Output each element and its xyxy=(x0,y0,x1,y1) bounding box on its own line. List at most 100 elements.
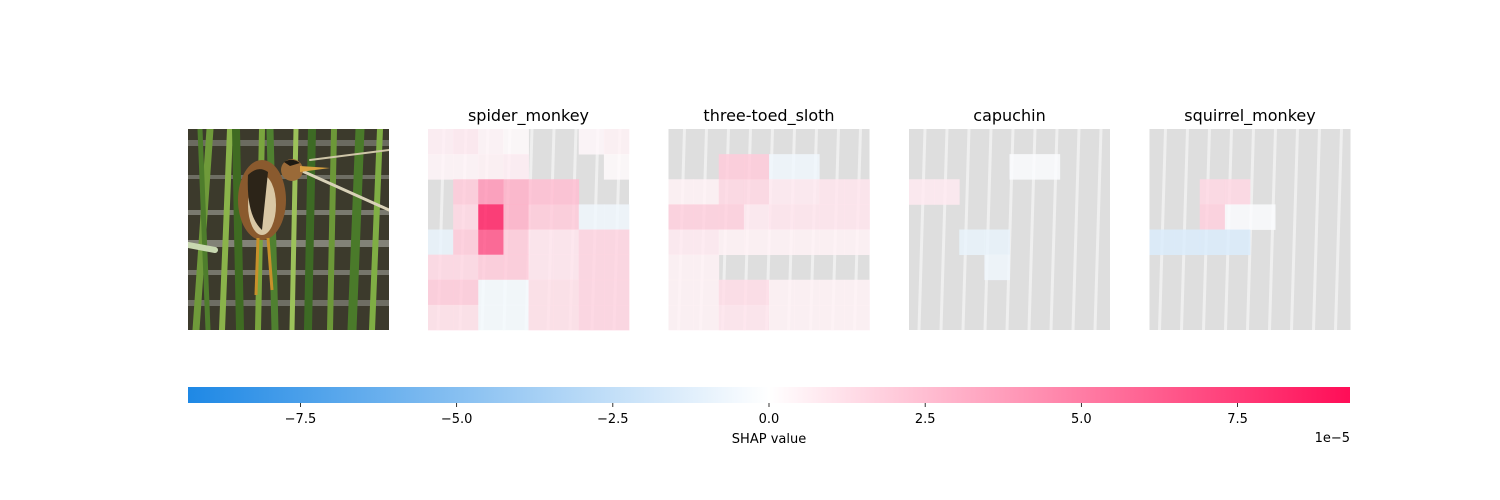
heatmap-cell xyxy=(428,279,454,306)
heatmap-cell xyxy=(718,229,745,256)
heatmap-cell xyxy=(503,179,529,205)
heatmap-cell xyxy=(1009,154,1036,180)
original-image xyxy=(188,129,389,330)
heatmap-cell xyxy=(743,229,770,256)
heatmap-cell xyxy=(844,304,870,331)
heatmap-cell xyxy=(603,254,630,281)
heatmap-cell xyxy=(553,304,580,331)
heatmap-cell xyxy=(718,154,745,180)
heatmap-cell xyxy=(603,229,630,256)
heatmap-cell xyxy=(1199,179,1226,205)
heatmap-cell xyxy=(1224,229,1251,256)
heatmap-cell xyxy=(478,204,504,230)
colorbar-tick-label: 2.5 xyxy=(915,412,936,427)
heatmap-cell xyxy=(668,254,695,281)
heatmap-cell xyxy=(819,229,845,256)
heatmap-cell xyxy=(528,179,555,205)
colorbar-gradient xyxy=(188,387,1350,403)
colorbar-tick-label: −7.5 xyxy=(285,412,317,427)
heatmap-cell xyxy=(769,154,795,180)
heatmap-cell xyxy=(453,254,479,281)
heatmap-cell xyxy=(718,204,745,230)
heatmap-cell xyxy=(693,279,720,306)
heatmap-cell xyxy=(453,304,479,331)
heatmap-cell xyxy=(528,279,555,306)
heatmap-cell xyxy=(603,279,630,306)
heatmap-cell xyxy=(668,229,695,256)
heatmap-cell xyxy=(453,279,479,306)
heatmap-cell xyxy=(453,129,479,155)
heatmap-cell xyxy=(693,179,720,205)
heatmap-cell xyxy=(718,279,745,306)
panel-squirrel_monkey: squirrel_monkey xyxy=(1149,106,1351,331)
heatmap-cell xyxy=(503,204,529,230)
heatmap-cell xyxy=(844,179,870,205)
colorbar-tick-label: 5.0 xyxy=(1071,412,1092,427)
heatmap-cell xyxy=(503,254,529,281)
reed-texture-line xyxy=(1093,128,1103,331)
heatmap-cell xyxy=(693,204,720,230)
heatmap-cell xyxy=(478,179,504,205)
colorbar-tick-label: 7.5 xyxy=(1227,412,1248,427)
colorbar-tick-label: −5.0 xyxy=(441,412,473,427)
heatmap-cell xyxy=(528,204,555,230)
heatmap-cell xyxy=(693,229,720,256)
heatmap-cell xyxy=(603,154,630,180)
heatmap-cell xyxy=(603,304,630,331)
heatmap-cell xyxy=(794,229,820,256)
colorbar-label: SHAP value xyxy=(732,432,806,447)
heatmap-cell xyxy=(984,229,1010,256)
heatmap-cell xyxy=(769,304,795,331)
heatmap-cell xyxy=(528,229,555,256)
heatmap-cell xyxy=(578,279,605,306)
heatmap-cell xyxy=(553,279,580,306)
bird xyxy=(238,159,330,296)
heatmap-cell xyxy=(603,204,630,230)
panel-title: spider_monkey xyxy=(468,106,589,126)
shap-panels: spider_monkey three-toed_sloth capuchin squ… xyxy=(428,106,1351,331)
heatmap-cell xyxy=(1174,229,1201,256)
heatmap-cell xyxy=(819,204,845,230)
heatmap-cell xyxy=(453,179,479,205)
heatmap-cell xyxy=(668,179,695,205)
heatmap-cell xyxy=(553,204,580,230)
heatmap-cell xyxy=(718,304,745,331)
heatmap-cell xyxy=(984,254,1010,281)
reed-texture-line xyxy=(1312,128,1321,331)
heatmap-cell xyxy=(718,179,745,205)
heatmap-cell xyxy=(959,229,985,256)
colorbar-scale-label: 1e−5 xyxy=(1315,431,1350,446)
heatmap-cell xyxy=(668,204,695,230)
colorbar-tick-label: 0.0 xyxy=(759,412,780,427)
heatmap-cell xyxy=(428,254,454,281)
panel-three-toed_sloth: three-toed_sloth xyxy=(668,106,870,331)
heatmap-cell xyxy=(428,154,454,180)
heatmap-cell xyxy=(819,304,845,331)
heatmap-cell xyxy=(668,279,695,306)
heatmap-cell xyxy=(553,254,580,281)
heatmap-cell xyxy=(1224,204,1251,230)
heatmap-cell xyxy=(693,304,720,331)
panel-title: squirrel_monkey xyxy=(1184,106,1315,126)
heatmap-cell xyxy=(909,179,935,205)
heatmap-cell xyxy=(453,229,479,256)
heatmap-cell xyxy=(769,279,795,306)
heatmap-cell xyxy=(1034,154,1061,180)
heatmap-cell xyxy=(769,204,795,230)
heatmap-cell xyxy=(453,204,479,230)
heatmap-cell xyxy=(844,204,870,230)
panel-title: three-toed_sloth xyxy=(703,106,834,126)
heatmap-cell xyxy=(528,304,555,331)
heatmap-cell xyxy=(844,279,870,306)
heatmap-cell xyxy=(1199,229,1226,256)
heatmap-cell xyxy=(743,204,770,230)
heatmap-cell xyxy=(693,254,720,281)
heatmap-cell xyxy=(478,304,504,331)
heatmap-cell xyxy=(478,279,504,306)
heatmap-cell xyxy=(1224,179,1251,205)
heatmap-cell xyxy=(844,229,870,256)
heatmap-cell xyxy=(478,154,504,180)
heatmap-cell xyxy=(1199,204,1226,230)
heatmap-cell xyxy=(528,254,555,281)
